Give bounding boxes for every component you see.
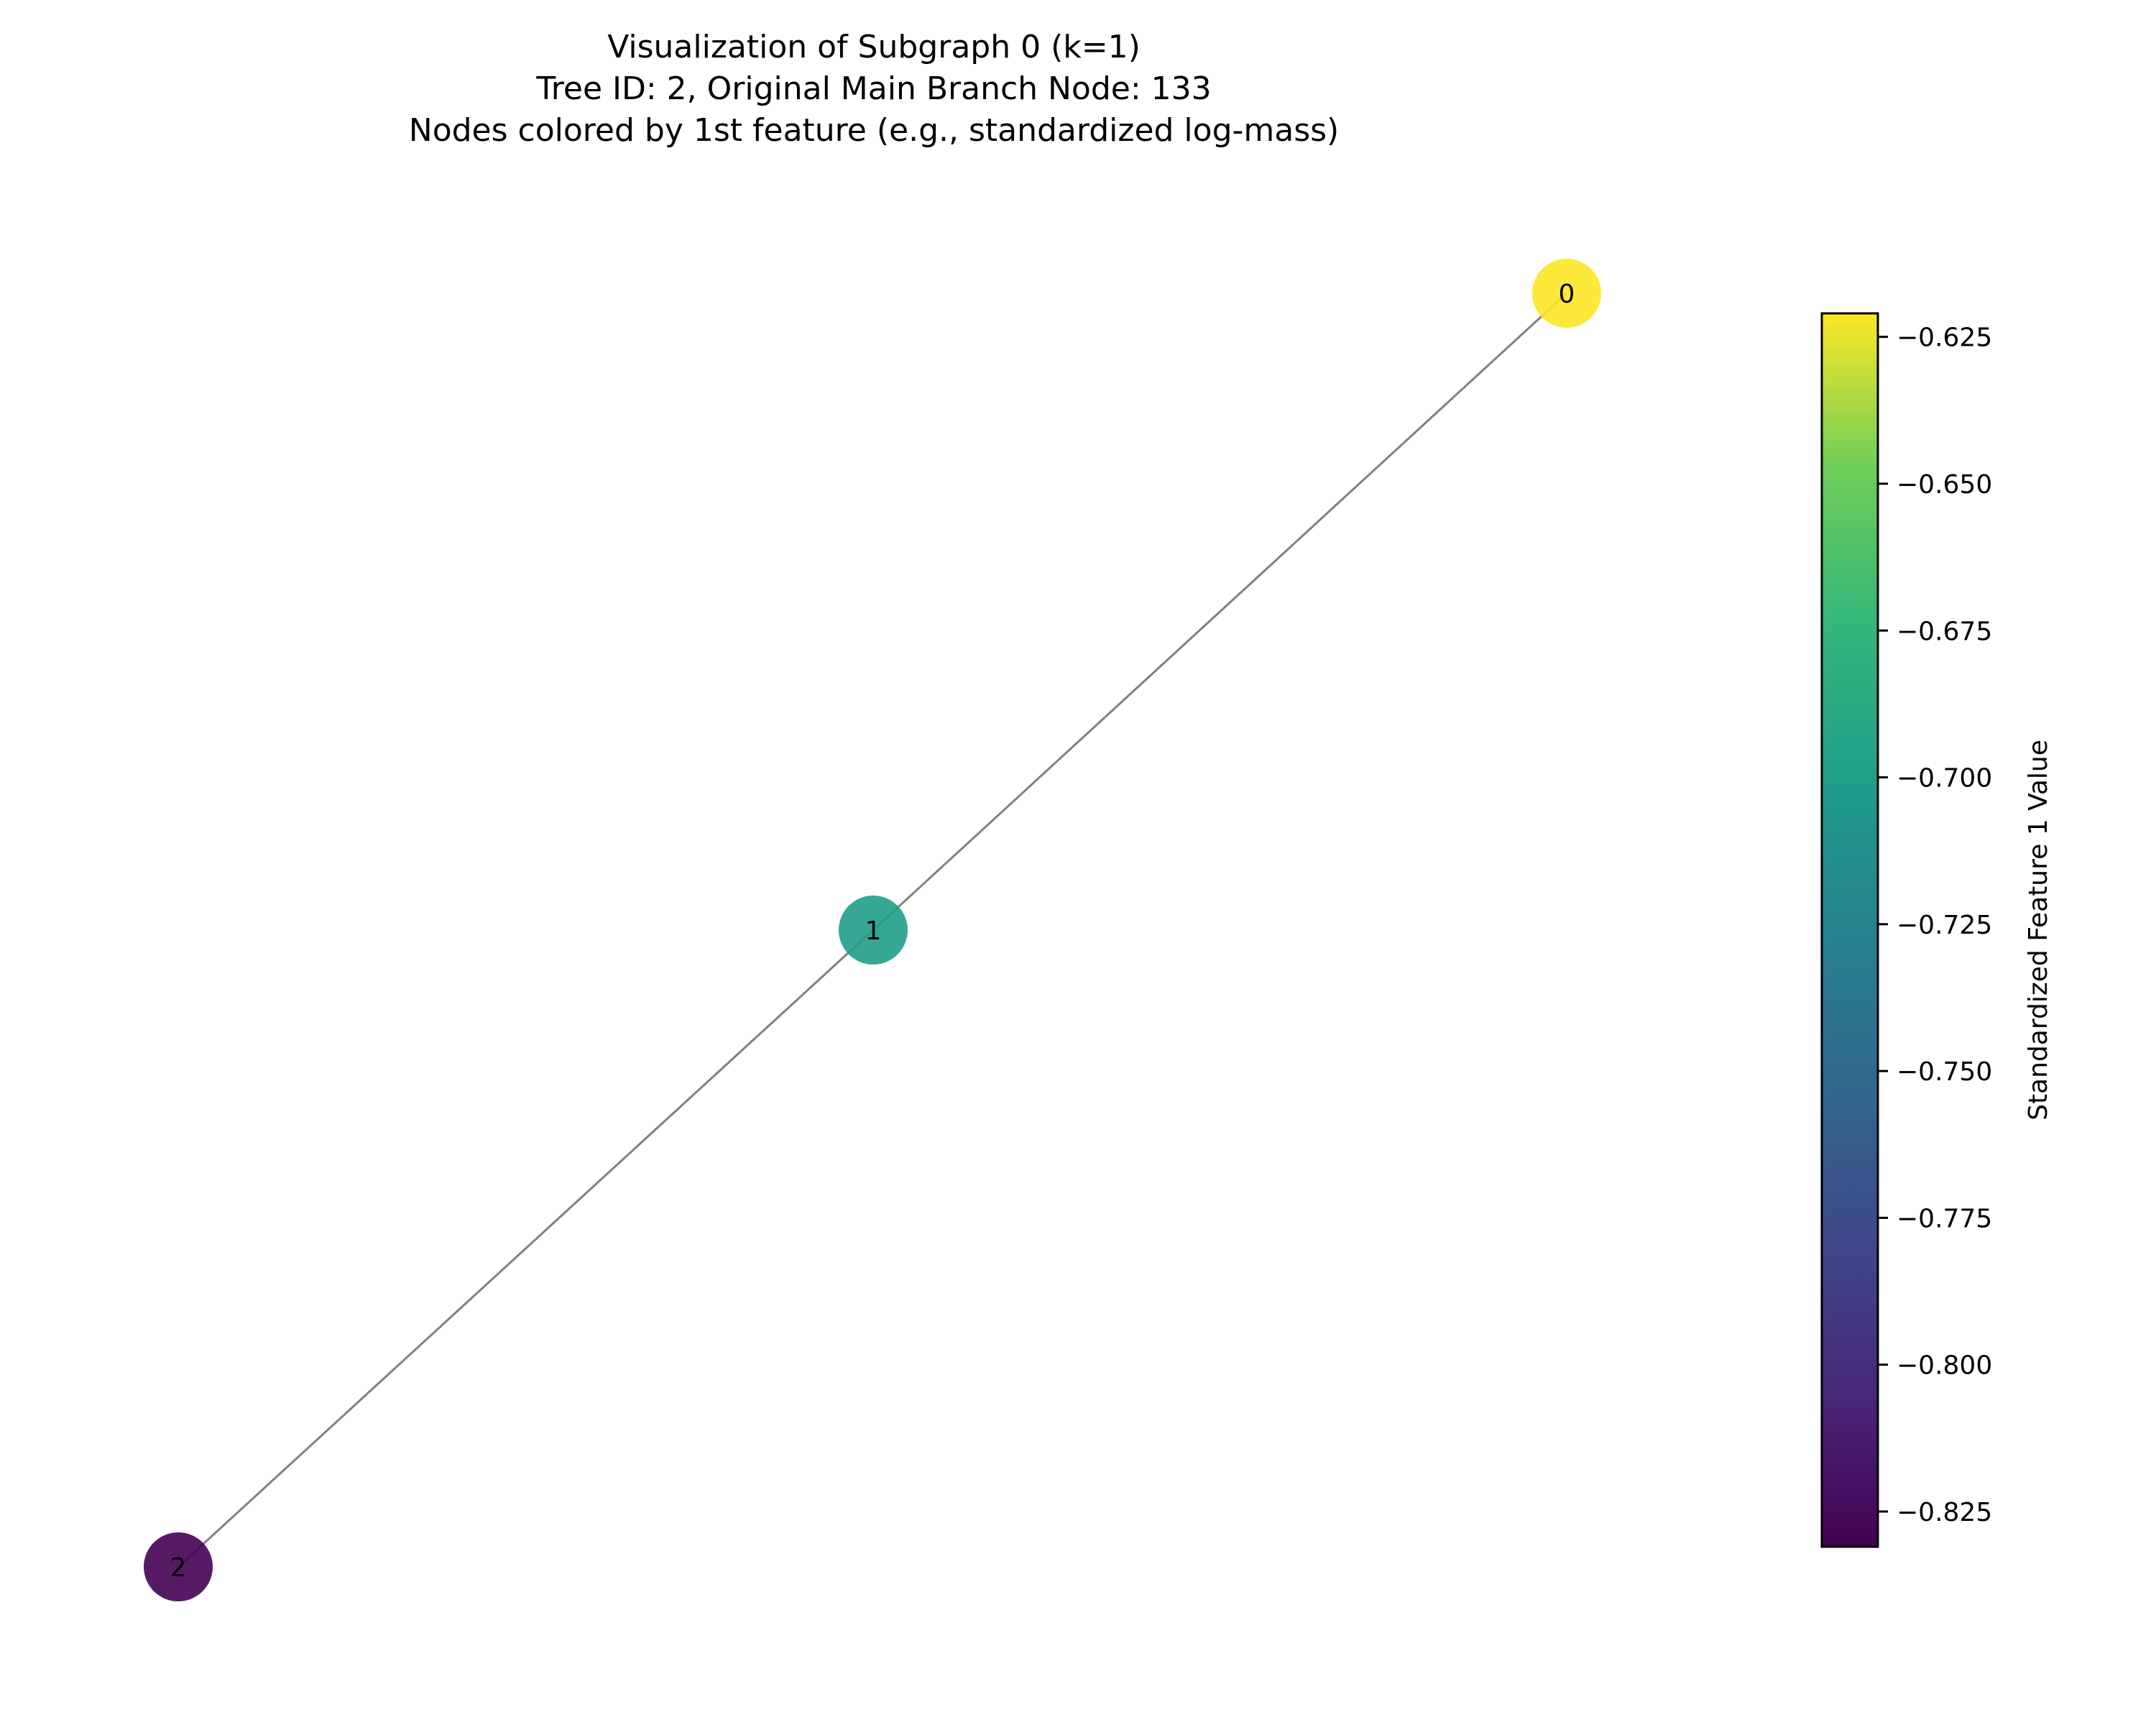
colorbar-tick-label: −0.750	[1897, 1057, 1992, 1087]
graph-area: 0 1 2	[144, 259, 1601, 1601]
colorbar-ticks: −0.625 −0.650 −0.675 −0.700 −0.725 −0.750 −0.7…	[1878, 323, 1992, 1527]
edges-layer	[177, 292, 1568, 1568]
colorbar-tick-label: −0.625	[1897, 323, 1992, 353]
colorbar-label: Standardized Feature 1 Value	[2024, 740, 2053, 1121]
colorbar-tick-label: −0.675	[1897, 617, 1992, 646]
colorbar-tick-label: −0.775	[1897, 1204, 1992, 1233]
node-0	[1532, 259, 1601, 328]
colorbar-tick-label: −0.700	[1897, 764, 1992, 794]
title-line-1: Visualization of Subgraph 0 (k=1)	[607, 29, 1141, 65]
figure-title: Visualization of Subgraph 0 (k=1) Tree I…	[409, 29, 1339, 149]
colorbar-tick-label: −0.825	[1897, 1498, 1992, 1527]
node-label-0: 0	[1559, 280, 1575, 309]
nodes-layer: 0 1 2	[144, 259, 1601, 1601]
node-label-2: 2	[170, 1553, 187, 1583]
node-label-1: 1	[865, 916, 882, 946]
node-2	[144, 1532, 213, 1601]
node-1	[839, 896, 908, 965]
colorbar-tick-label: −0.725	[1897, 911, 1992, 940]
colorbar-tick-label: −0.800	[1897, 1351, 1992, 1381]
colorbar-tick-label: −0.650	[1897, 470, 1992, 500]
edge-1-2	[177, 929, 875, 1568]
title-line-3: Nodes colored by 1st feature (e.g., stan…	[409, 112, 1339, 149]
title-line-2: Tree ID: 2, Original Main Branch Node: 1…	[535, 70, 1211, 107]
colorbar-gradient	[1820, 312, 1879, 1548]
edge-0-1	[872, 292, 1568, 932]
colorbar: −0.625 −0.650 −0.675 −0.700 −0.725 −0.750 −0.7…	[1820, 312, 2053, 1548]
